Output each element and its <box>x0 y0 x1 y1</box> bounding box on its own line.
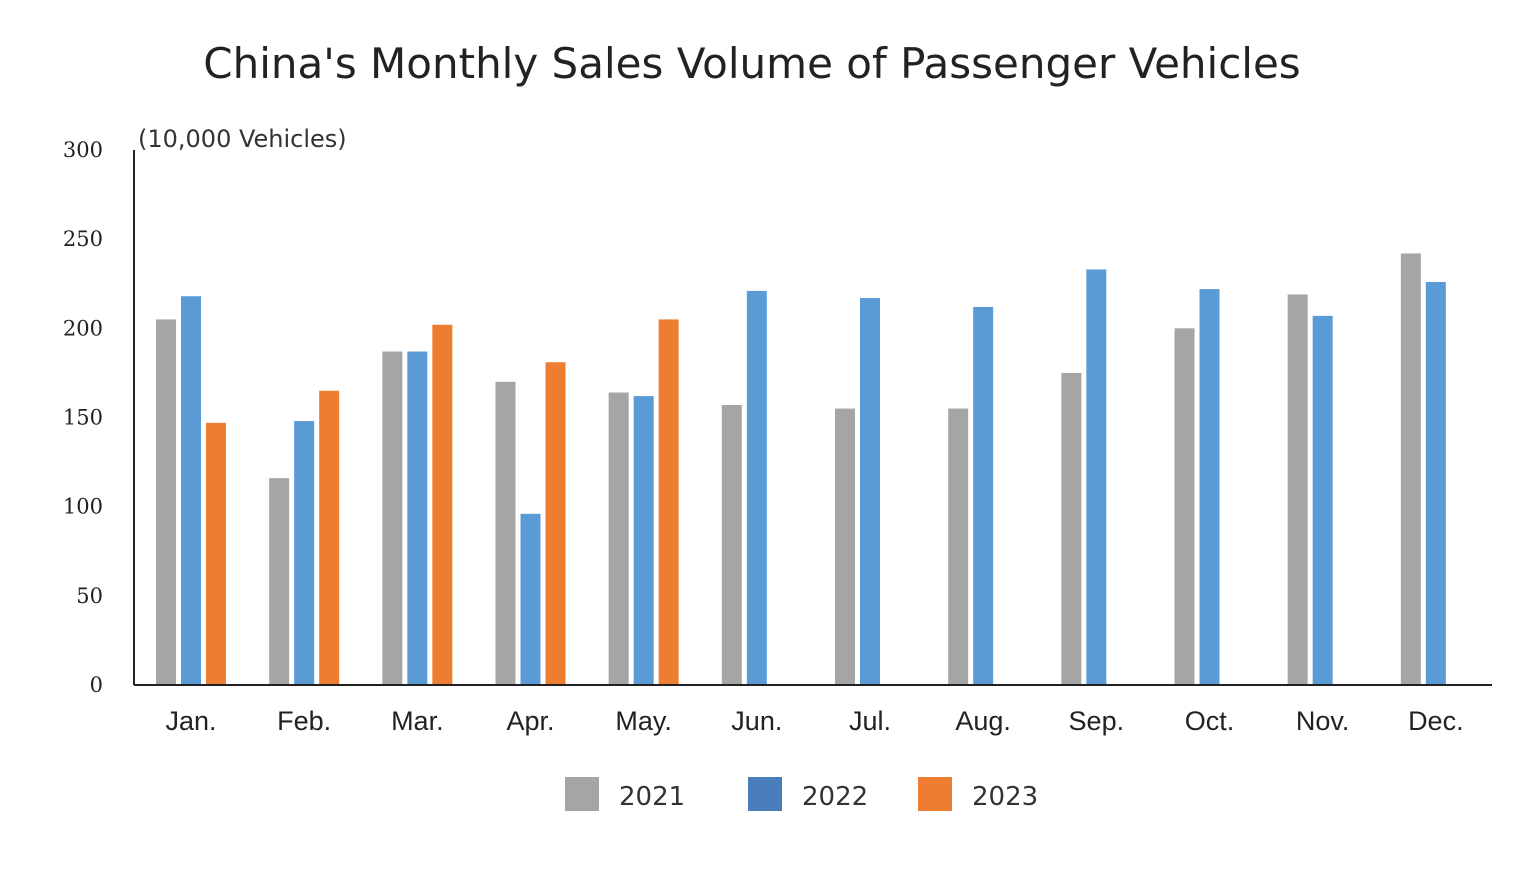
y-tick-label: 200 <box>63 316 103 340</box>
bar-2021-aug <box>948 408 969 685</box>
bar-2021-feb <box>269 478 290 685</box>
bars <box>156 253 1446 685</box>
bar-2021-sep <box>1061 372 1082 685</box>
legend-label-2023: 2023 <box>972 782 1038 812</box>
y-tick-label: 250 <box>63 227 103 251</box>
x-tick-label: Feb. <box>277 706 331 736</box>
legend-label-2022: 2022 <box>802 782 868 812</box>
bar-2023-jan <box>206 422 226 685</box>
x-tick-label: Sep. <box>1069 706 1125 736</box>
bar-2022-apr <box>520 513 541 685</box>
bar-2021-apr <box>495 381 516 685</box>
bar-2022-sep <box>1086 269 1107 685</box>
bar-2022-oct <box>1199 289 1220 685</box>
x-tick-label: Jul. <box>849 706 891 736</box>
bar-2021-oct <box>1174 328 1195 685</box>
chart-title: China's Monthly Sales Volume of Passenge… <box>203 39 1300 88</box>
bar-2023-mar <box>432 324 453 685</box>
y-axis-unit-label: (10,000 Vehicles) <box>138 125 347 153</box>
bar-2021-may <box>608 392 629 685</box>
x-tick-label: Jun. <box>731 706 782 736</box>
x-tick-label: Aug. <box>955 706 1011 736</box>
y-tick-label: 150 <box>63 406 103 430</box>
legend-swatch-2023 <box>918 777 952 811</box>
y-tick-label: 300 <box>63 138 103 162</box>
bar-2022-may <box>633 396 654 685</box>
x-tick-label: Apr. <box>506 706 554 736</box>
y-tick-label: 50 <box>76 584 103 608</box>
bar-2021-dec <box>1400 253 1421 685</box>
bar-2023-may <box>658 319 679 685</box>
bar-2021-jun <box>721 405 742 685</box>
legend-swatch-2021 <box>565 777 599 811</box>
x-tick-label: Jan. <box>165 706 216 736</box>
x-tick-label: Oct. <box>1185 706 1235 736</box>
legend: 2021 2022 2023 <box>565 777 1038 812</box>
bar-2022-aug <box>973 306 994 685</box>
y-tick-label: 100 <box>63 495 103 519</box>
bar-2022-jul <box>860 298 880 685</box>
y-axis-ticks: 0 50 100 150 200 250 300 <box>63 138 103 697</box>
bar-2022-jan <box>181 296 201 685</box>
bar-2023-apr <box>545 362 566 685</box>
bar-2022-mar <box>407 351 428 685</box>
bar-2021-mar <box>382 351 403 685</box>
x-axis-ticks: Jan. Feb. Mar. Apr. May. Jun. Jul. Aug. Sep. Oct.… <box>165 706 1463 736</box>
bar-2023-feb <box>319 390 340 685</box>
bar-2021-nov <box>1287 294 1308 685</box>
legend-label-2021: 2021 <box>619 782 685 812</box>
x-tick-label: Nov. <box>1296 706 1350 736</box>
x-tick-label: Mar. <box>391 706 444 736</box>
x-tick-label: Dec. <box>1408 706 1464 736</box>
bar-2022-jun <box>746 290 767 685</box>
legend-swatch-2022 <box>748 777 782 811</box>
bar-2021-jan <box>156 319 176 685</box>
y-tick-label: 0 <box>90 673 103 697</box>
x-tick-label: May. <box>615 706 672 736</box>
bar-2022-nov <box>1312 315 1333 685</box>
bar-2022-dec <box>1425 281 1446 685</box>
bar-2022-feb <box>294 421 315 685</box>
bar-2021-jul <box>835 408 855 685</box>
